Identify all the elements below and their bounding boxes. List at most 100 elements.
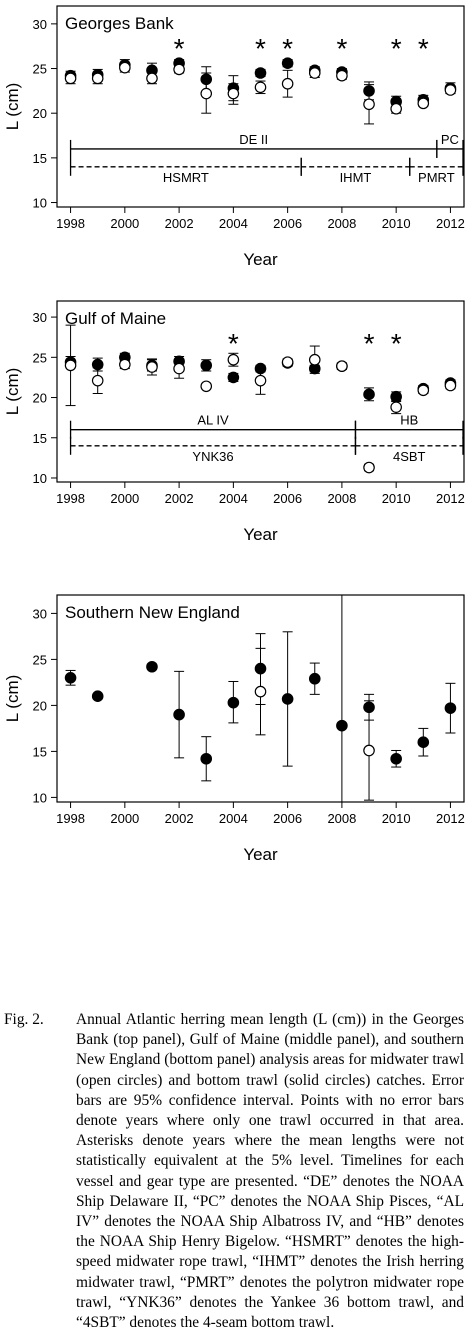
timeline-label: DE II xyxy=(239,132,268,147)
bottom-point xyxy=(91,358,104,371)
x-axis-label: Year xyxy=(243,525,278,544)
y-tick-label: 15 xyxy=(33,151,47,166)
x-tick-label: 2000 xyxy=(110,811,139,826)
x-tick-label: 2002 xyxy=(165,491,194,506)
plot-frame xyxy=(56,5,465,208)
bottom-point xyxy=(363,701,375,714)
x-tick-label: 2000 xyxy=(110,491,139,506)
midwater-point xyxy=(336,360,348,372)
y-tick-label: 20 xyxy=(33,698,47,713)
timeline-label: HSMRT xyxy=(163,170,209,185)
caption-text: Annual Atlantic herring mean length (L (… xyxy=(76,1011,464,1332)
midwater-point xyxy=(254,81,267,94)
midwater-point xyxy=(336,69,348,82)
y-tick-label: 10 xyxy=(33,196,47,211)
bottom-point xyxy=(254,362,267,375)
bottom-point xyxy=(200,359,213,372)
significance-asterisk: * xyxy=(391,328,402,359)
significance-asterisk: * xyxy=(391,33,402,64)
x-tick-label: 2008 xyxy=(327,216,356,231)
bottom-point xyxy=(146,660,158,673)
bottom-point xyxy=(281,693,294,705)
panel-2: Southern New England 1998 2000 2002 2004 2006… xyxy=(3,594,465,864)
x-tick-label: 1998 xyxy=(56,491,85,506)
midwater-point xyxy=(254,685,267,698)
midwater-point xyxy=(146,72,158,85)
significance-asterisk: * xyxy=(364,328,375,359)
significance-asterisk: * xyxy=(282,33,293,64)
y-tick-label: 15 xyxy=(33,744,47,759)
bottom-point xyxy=(227,371,240,384)
midwater-point xyxy=(173,362,185,375)
bottom-point xyxy=(281,57,294,69)
y-axis-label: L (cm) xyxy=(3,83,22,131)
panel-title: Gulf of Maine xyxy=(65,309,166,328)
midwater-point xyxy=(363,744,375,757)
significance-asterisk: * xyxy=(228,328,239,359)
timeline-label: YNK36 xyxy=(192,449,233,464)
y-tick-label: 30 xyxy=(33,17,47,32)
midwater-point xyxy=(173,63,185,76)
midwater-point xyxy=(308,67,321,79)
midwater-point xyxy=(417,97,430,110)
midwater-point xyxy=(363,98,375,111)
bottom-point xyxy=(363,85,375,97)
y-tick-label: 20 xyxy=(33,106,47,121)
x-tick-label: 2002 xyxy=(165,811,194,826)
bottom-point xyxy=(173,708,185,721)
bottom-point xyxy=(200,73,213,86)
x-tick-label: 2000 xyxy=(110,216,139,231)
y-tick-label: 15 xyxy=(33,431,47,446)
timeline-label: PC xyxy=(441,132,459,147)
y-axis-label: L (cm) xyxy=(3,368,22,416)
timeline-label: HB xyxy=(400,413,418,428)
midwater-point xyxy=(363,461,375,474)
bottom-point xyxy=(254,67,267,79)
midwater-point xyxy=(444,84,457,96)
bottom-point xyxy=(390,390,402,403)
y-axis-label: L (cm) xyxy=(3,675,22,723)
bottom-point xyxy=(308,672,321,685)
midwater-point xyxy=(64,72,77,85)
x-tick-label: 2006 xyxy=(273,216,302,231)
significance-asterisk: * xyxy=(336,33,347,64)
bottom-point xyxy=(64,671,77,684)
x-tick-label: 2006 xyxy=(273,811,302,826)
data-layer xyxy=(64,324,457,474)
midwater-point xyxy=(281,77,294,90)
midwater-point xyxy=(146,361,158,373)
x-tick-label: 1998 xyxy=(56,216,85,231)
x-axis-label: Year xyxy=(243,845,278,864)
bottom-point xyxy=(91,690,104,702)
timeline-label: AL IV xyxy=(197,413,229,428)
y-tick-label: 30 xyxy=(33,606,47,621)
midwater-point xyxy=(254,374,267,387)
midwater-point xyxy=(200,87,213,100)
midwater-point xyxy=(91,72,104,85)
panel-title: Southern New England xyxy=(65,603,240,622)
caption-label: Fig. 2. xyxy=(4,1011,44,1028)
data-layer xyxy=(64,57,457,125)
midwater-point xyxy=(308,353,321,366)
midwater-point xyxy=(227,87,240,100)
midwater-point xyxy=(444,379,457,392)
bottom-point xyxy=(254,662,267,675)
x-tick-label: 2012 xyxy=(436,216,465,231)
timeline-label: IHMT xyxy=(340,170,372,185)
bottom-point xyxy=(390,752,402,765)
y-tick-label: 10 xyxy=(33,471,47,486)
x-tick-label: 1998 xyxy=(56,811,85,826)
midwater-point xyxy=(390,401,402,413)
x-tick-label: 2010 xyxy=(382,216,411,231)
bottom-point xyxy=(200,752,213,765)
data-layer xyxy=(64,595,457,802)
x-tick-label: 2006 xyxy=(273,491,302,506)
x-tick-label: 2010 xyxy=(382,491,411,506)
midwater-point xyxy=(200,380,213,393)
timeline-label: PMRT xyxy=(418,170,455,185)
y-tick-label: 25 xyxy=(33,350,47,365)
y-tick-label: 20 xyxy=(33,391,47,406)
bottom-point xyxy=(336,719,348,732)
midwater-point xyxy=(227,353,240,366)
